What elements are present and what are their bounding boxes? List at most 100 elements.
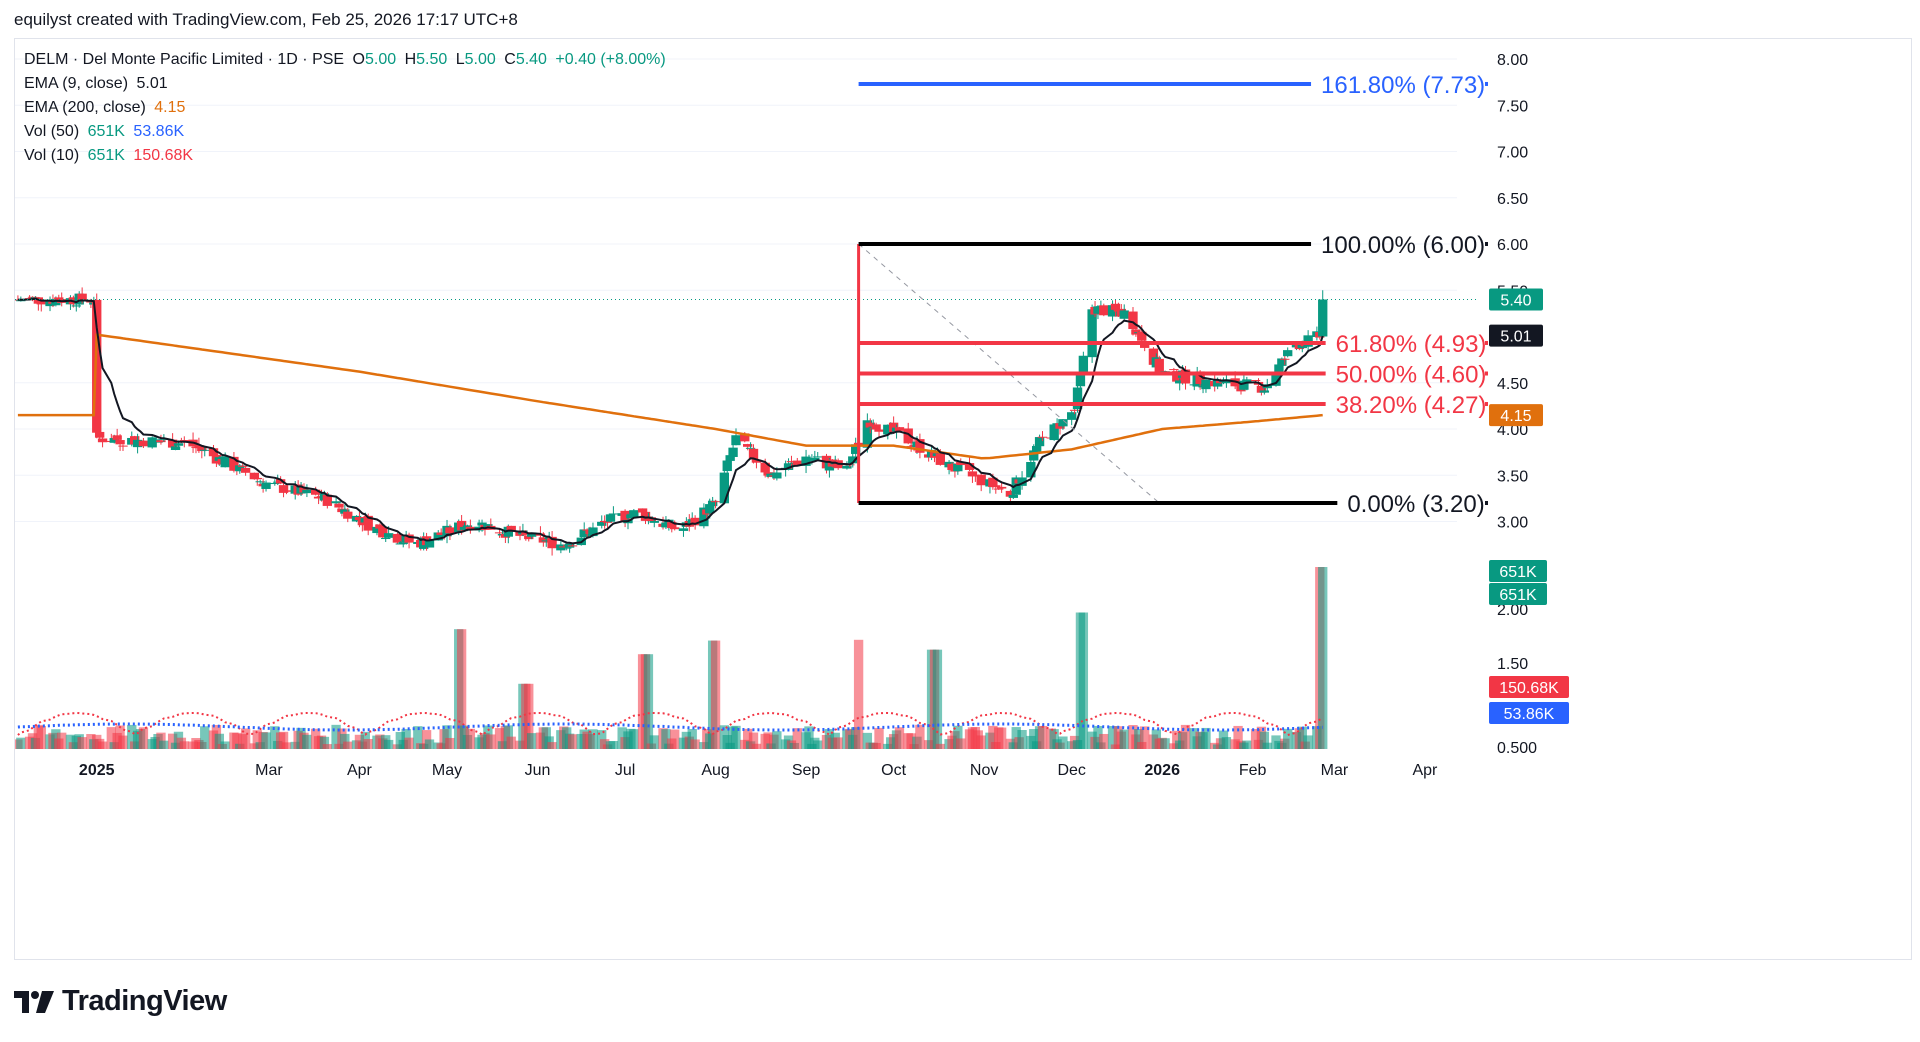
volume-bar [340,733,350,749]
candle-body [278,485,289,493]
candle-body [786,461,797,463]
candle-body [1256,385,1267,393]
candle-body [947,463,957,470]
candle-body [865,422,875,428]
volume-bar [833,737,843,749]
price-tick-label: 4.50 [1497,376,1528,393]
volume-bar [106,727,116,749]
candle-body [906,446,916,448]
legend-ema9-label: EMA (9, close) [24,75,129,92]
legend-ema200-value: 4.15 [154,99,186,116]
volume-bar [445,737,455,749]
volume-bar [65,734,76,749]
volume-badge [1489,560,1547,582]
legend-vol10-b: 150.68K [133,147,194,164]
candle-body [1277,358,1287,366]
candle-body [118,445,128,447]
candle-body [197,446,207,452]
candle-body [1154,358,1164,372]
fib-trend-line[interactable] [858,243,1160,504]
legend-open: 5.00 [365,51,397,68]
price-tick-label: 3.00 [1497,515,1528,532]
legend-ema200-row[interactable]: EMA (200, close) 4.15 [24,96,670,120]
candle-body [159,438,169,440]
volume-bar [894,727,905,749]
volume-bar [906,733,916,749]
volume-bar [456,629,467,749]
fib-level-label: 38.20% (4.27) [1336,392,1487,419]
x-axis-label-mar: Mar [1321,762,1349,779]
volume-bar [1250,729,1261,749]
legend-vol10-row[interactable]: Vol (10) 651K 150.68K [24,144,670,168]
volume-bar [710,640,721,749]
candle-body [670,527,680,530]
ema200-line[interactable] [17,333,1323,460]
volume-bar [629,729,639,749]
fib-level-label: 161.80% (7.73) [1321,72,1485,99]
candle-body [1131,329,1141,335]
volume-bar [319,736,330,749]
candle-body [783,463,794,470]
volume-bar [1283,728,1293,749]
candle-body [524,535,534,540]
candle-body [424,540,435,548]
candle-body [1034,437,1045,447]
legend-vol50-row[interactable]: Vol (50) 651K 53.86K [24,120,670,144]
candle-body [760,462,770,473]
candle-body [363,515,373,531]
volume-bar [751,743,762,749]
volume-bar [567,734,578,749]
candle-body [988,477,998,488]
candle-body [1049,424,1059,441]
volume-bar [404,737,414,749]
legend-close: 5.40 [515,51,547,68]
candle-body [871,424,881,430]
candle-body [605,514,616,522]
tradingview-logo-icon [14,990,54,1013]
volume-bar [363,739,373,749]
volume-bar [331,724,341,749]
volume-bar [278,731,289,749]
volume-bar [976,735,986,749]
volume-badge [1489,583,1547,605]
legend-change: +0.40 (+8.00%) [555,51,666,68]
candle-body [801,456,811,466]
candle-body [751,459,762,463]
legend-vol10-label: Vol (10) [24,147,80,164]
candle-body [935,453,946,465]
volume-bar [36,726,46,749]
candle-body [1148,348,1159,365]
legend-c-label: C [504,51,516,68]
volume-bar [232,732,242,749]
candle-body [477,522,487,526]
x-axis-label-oct: Oct [881,762,906,779]
candle-body [559,546,569,548]
volume-bar [599,739,610,749]
candle-body [340,509,350,514]
candle-body [772,472,782,479]
legend-symbol[interactable]: DELM · Del Monte Pacific Limited · 1D · … [24,51,345,68]
volume-bar [240,728,251,749]
volume-ma50-line[interactable] [17,722,1323,732]
volume-bar [261,732,271,749]
tradingview-brand[interactable]: TradingView [14,985,227,1018]
candle-body [967,471,978,477]
candle-body [810,457,820,461]
volume-tick-label: 0.500 [1497,740,1537,757]
volume-badge-label: 150.68K [1499,680,1559,697]
volume-bar [494,728,505,749]
x-axis-label-apr: Apr [1412,762,1438,779]
chart-canvas[interactable]: 8.00 7.50 7.00 6.50 6.00 5.50 4.50 4.00 3.50 3.00… [15,39,1913,961]
candle-body [848,456,858,464]
chart-frame[interactable]: 8.00 7.50 7.00 6.50 6.00 5.50 4.50 4.00 3.50 3.00… [14,38,1912,960]
candle-body [77,293,87,301]
legend-ema9-row[interactable]: EMA (9, close) 5.01 [24,72,670,96]
volume-bar [57,732,67,749]
candle-body [235,465,245,472]
ema9-line[interactable] [17,297,1324,545]
candle-body [1318,299,1328,337]
volume-bar [424,739,435,749]
volume-bar [302,734,312,749]
candle-body [699,507,709,527]
volume-bar [1262,742,1272,749]
